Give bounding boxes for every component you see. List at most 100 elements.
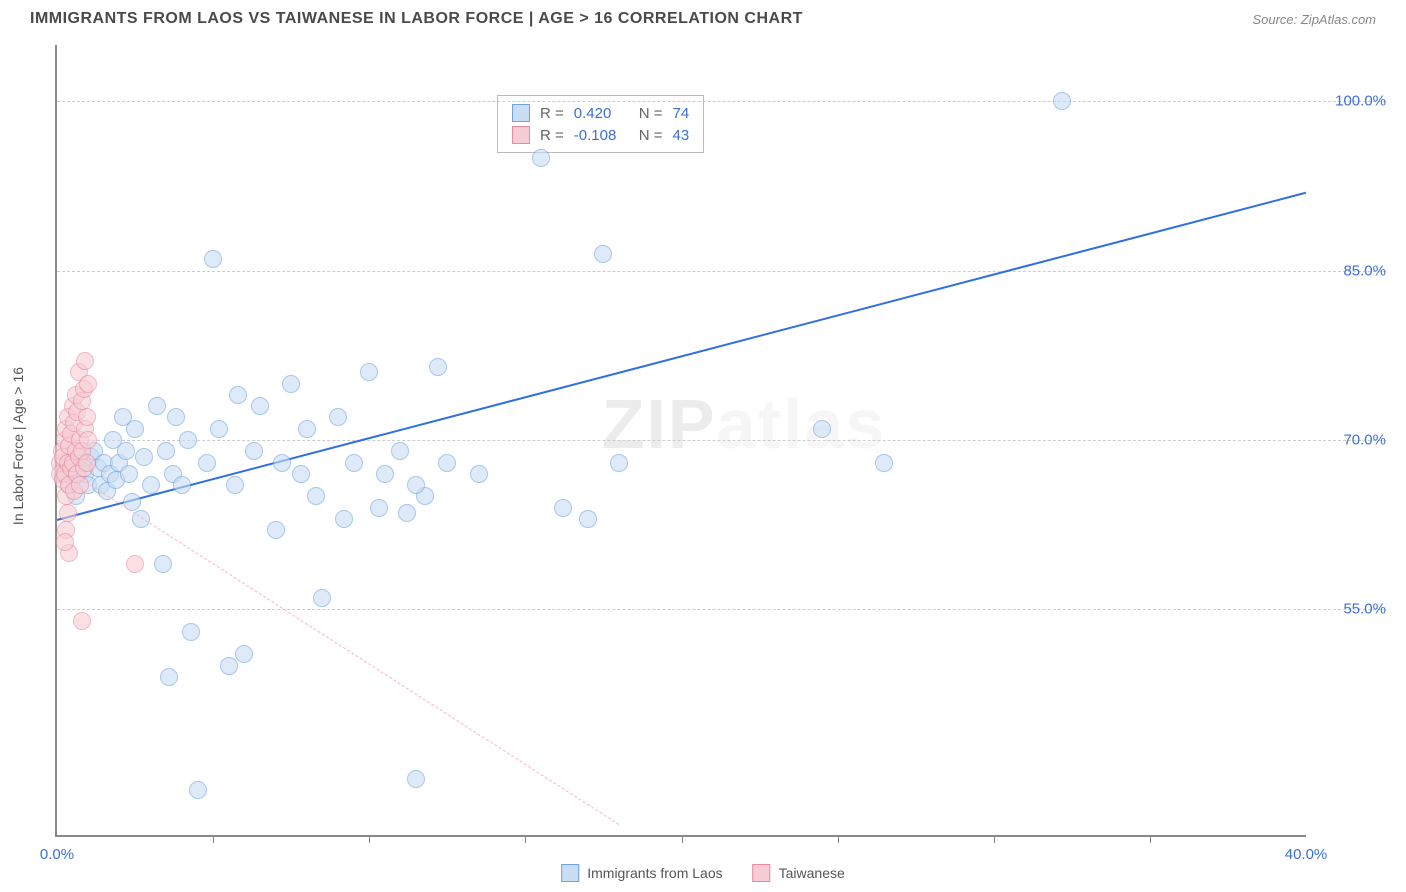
data-point bbox=[229, 386, 247, 404]
data-point bbox=[117, 442, 135, 460]
data-point bbox=[398, 504, 416, 522]
data-point bbox=[407, 770, 425, 788]
data-point bbox=[126, 555, 144, 573]
gridline bbox=[57, 101, 1386, 102]
data-point bbox=[345, 454, 363, 472]
data-point bbox=[73, 612, 91, 630]
y-axis-label: In Labor Force | Age > 16 bbox=[10, 367, 26, 525]
data-point bbox=[59, 504, 77, 522]
data-point bbox=[292, 465, 310, 483]
legend-swatch bbox=[512, 104, 530, 122]
legend-item: Taiwanese bbox=[753, 864, 845, 882]
data-point bbox=[391, 442, 409, 460]
x-tick bbox=[838, 835, 839, 843]
data-point bbox=[251, 397, 269, 415]
data-point bbox=[335, 510, 353, 528]
x-tick bbox=[994, 835, 995, 843]
data-point bbox=[438, 454, 456, 472]
source-label: Source: ZipAtlas.com bbox=[1252, 12, 1376, 27]
gridline bbox=[57, 440, 1386, 441]
r-label: R = bbox=[540, 105, 564, 122]
data-point bbox=[329, 408, 347, 426]
data-point bbox=[313, 589, 331, 607]
legend-swatch bbox=[512, 126, 530, 144]
y-tick-label: 55.0% bbox=[1316, 601, 1386, 618]
data-point bbox=[179, 431, 197, 449]
x-tick bbox=[682, 835, 683, 843]
data-point bbox=[157, 442, 175, 460]
data-point bbox=[376, 465, 394, 483]
data-point bbox=[554, 499, 572, 517]
data-point bbox=[182, 623, 200, 641]
data-point bbox=[78, 454, 96, 472]
x-tick bbox=[1150, 835, 1151, 843]
data-point bbox=[78, 408, 96, 426]
n-label: N = bbox=[639, 127, 663, 144]
data-point bbox=[298, 420, 316, 438]
data-point bbox=[148, 397, 166, 415]
scatter-chart: ZIPatlas R =0.420N =74R =-0.108N =43 55.… bbox=[55, 45, 1306, 837]
data-point bbox=[579, 510, 597, 528]
data-point bbox=[282, 375, 300, 393]
r-value: 0.420 bbox=[574, 105, 629, 122]
legend-label: Taiwanese bbox=[779, 865, 845, 881]
data-point bbox=[126, 420, 144, 438]
correlation-row: R = 0.420 N = 74 bbox=[512, 102, 689, 124]
y-tick-label: 70.0% bbox=[1316, 432, 1386, 449]
correlation-row: R = -0.108 N = 43 bbox=[512, 124, 689, 146]
data-point bbox=[360, 363, 378, 381]
x-tick bbox=[525, 835, 526, 843]
data-point bbox=[56, 533, 74, 551]
data-point bbox=[135, 448, 153, 466]
r-label: R = bbox=[540, 127, 564, 144]
data-point bbox=[76, 352, 94, 370]
x-tick-label: 40.0% bbox=[1285, 846, 1328, 863]
chart-title: IMMIGRANTS FROM LAOS VS TAIWANESE IN LAB… bbox=[30, 10, 803, 28]
data-point bbox=[470, 465, 488, 483]
data-point bbox=[875, 454, 893, 472]
legend-swatch bbox=[561, 864, 579, 882]
data-point bbox=[189, 781, 207, 799]
data-point bbox=[167, 408, 185, 426]
gridline bbox=[57, 271, 1386, 272]
legend-item: Immigrants from Laos bbox=[561, 864, 722, 882]
correlation-legend: R = 0.420 N = 74 R = -0.108 N = 43 bbox=[497, 95, 704, 153]
legend-swatch bbox=[753, 864, 771, 882]
data-point bbox=[429, 358, 447, 376]
r-value: -0.108 bbox=[574, 127, 629, 144]
data-point bbox=[220, 657, 238, 675]
data-point bbox=[79, 431, 97, 449]
data-point bbox=[370, 499, 388, 517]
y-tick-label: 85.0% bbox=[1316, 262, 1386, 279]
data-point bbox=[235, 645, 253, 663]
data-point bbox=[204, 250, 222, 268]
data-point bbox=[210, 420, 228, 438]
data-point bbox=[1053, 92, 1071, 110]
data-point bbox=[307, 487, 325, 505]
data-point bbox=[154, 555, 172, 573]
n-value: 74 bbox=[673, 105, 690, 122]
data-point bbox=[226, 476, 244, 494]
data-point bbox=[71, 476, 89, 494]
data-point bbox=[160, 668, 178, 686]
data-point bbox=[198, 454, 216, 472]
data-point bbox=[407, 476, 425, 494]
series-legend: Immigrants from Laos Taiwanese bbox=[561, 864, 845, 882]
n-label: N = bbox=[639, 105, 663, 122]
data-point bbox=[142, 476, 160, 494]
data-point bbox=[267, 521, 285, 539]
x-tick-label: 0.0% bbox=[40, 846, 74, 863]
data-point bbox=[594, 245, 612, 263]
data-point bbox=[120, 465, 138, 483]
data-point bbox=[245, 442, 263, 460]
n-value: 43 bbox=[673, 127, 690, 144]
gridline bbox=[57, 609, 1386, 610]
chart-header: IMMIGRANTS FROM LAOS VS TAIWANESE IN LAB… bbox=[0, 0, 1406, 38]
watermark: ZIPatlas bbox=[602, 384, 886, 464]
data-point bbox=[610, 454, 628, 472]
data-point bbox=[173, 476, 191, 494]
y-tick-label: 100.0% bbox=[1316, 93, 1386, 110]
x-tick bbox=[369, 835, 370, 843]
data-point bbox=[273, 454, 291, 472]
data-point bbox=[532, 149, 550, 167]
